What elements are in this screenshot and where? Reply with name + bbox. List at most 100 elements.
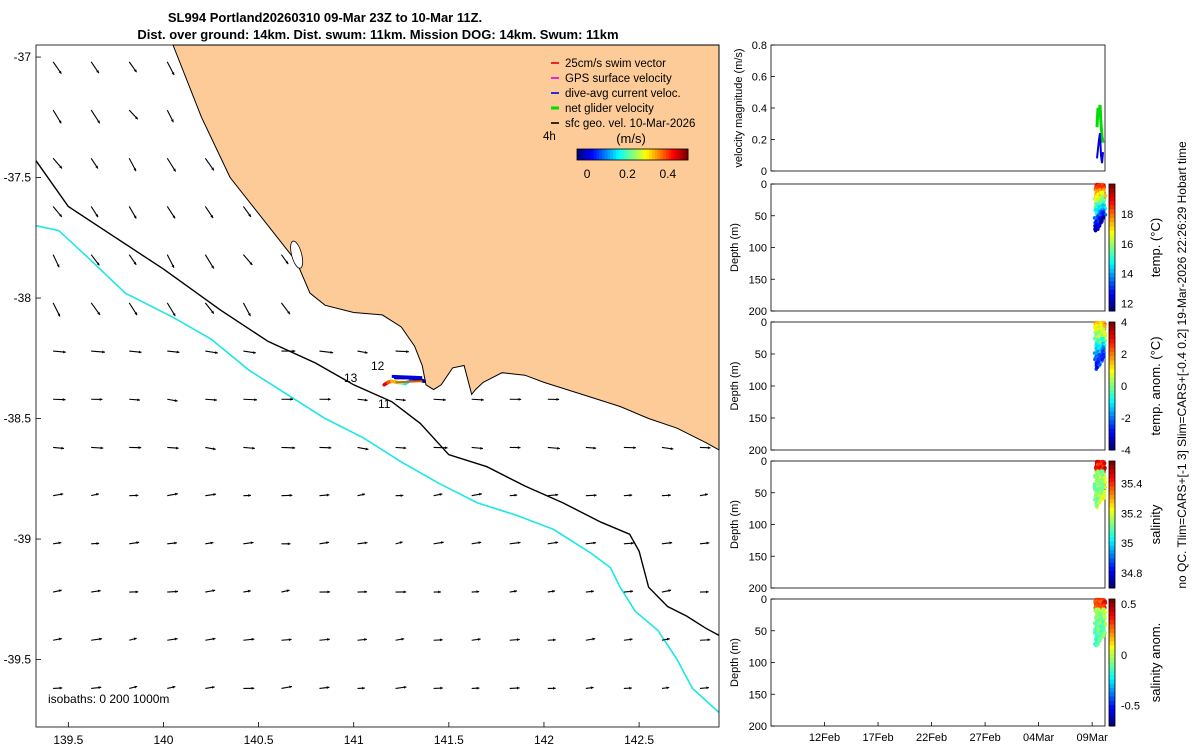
salinity-colorbar-cell	[1109, 503, 1115, 509]
geo-velocity-arrowhead	[174, 637, 178, 641]
map-colorbar-cell	[638, 149, 642, 160]
map-colorbar-cell	[607, 149, 611, 160]
geo-velocity-arrowhead	[443, 398, 446, 402]
time-x-tick-label: 09Mar	[1077, 732, 1109, 744]
velocity-y-tick-label: 0.8	[752, 40, 767, 52]
salinity-anomaly-colorbar-cell	[1109, 709, 1115, 714]
map-x-tick-label: 142.5	[624, 733, 654, 747]
geo-velocity-arrowhead	[248, 213, 251, 217]
geo-velocity-arrowhead	[479, 492, 482, 496]
map-colorbar-cell	[618, 149, 622, 160]
temperature-anomaly-colorbar-cell	[1109, 424, 1115, 430]
geo-velocity-arrowhead	[171, 264, 175, 268]
map-y-tick-label: -37	[14, 50, 32, 64]
salinity-anomaly-colorbar-cell	[1109, 637, 1115, 642]
salinity-colorbar-tick: 35	[1121, 538, 1133, 550]
temperature-colorbar-tick: 18	[1121, 209, 1133, 221]
land-polygon	[172, 44, 720, 451]
geo-velocity-arrowhead	[215, 351, 218, 355]
temperature-colorbar-cell	[1109, 247, 1115, 253]
temperature-anomaly-colorbar-cell	[1109, 398, 1115, 404]
legend-label: net glider velocity	[565, 103, 654, 115]
geo-velocity-arrowhead	[556, 397, 560, 401]
map-colorbar-cell	[621, 149, 625, 160]
geo-velocity-arrowhead	[553, 686, 556, 690]
salinity-colorbar-cell	[1109, 465, 1115, 470]
salinity-colorbar-tick: 35.2	[1121, 508, 1142, 520]
salinity-anomaly-colorbar-cell	[1109, 713, 1115, 719]
geo-velocity-arrowhead	[631, 541, 634, 545]
temperature-anomaly-y-tick-label: 150	[749, 413, 767, 425]
salinity-y-tick-label: 100	[749, 520, 767, 532]
title-line-2: Dist. over ground: 14km. Dist. swum: 11k…	[137, 27, 618, 42]
geo-velocity-arrowhead	[170, 119, 174, 123]
temperature-y-tick-label: 0	[761, 179, 767, 191]
salinity-colorbar-cell	[1109, 499, 1115, 504]
temperature-anomaly-profile-dot	[1100, 357, 1104, 362]
map-colorbar-cell	[685, 149, 689, 160]
geo-velocity-arrowhead	[481, 398, 484, 402]
geo-velocity-arrowhead	[175, 590, 178, 594]
salinity-colorbar-cell	[1109, 511, 1115, 517]
temperature-profile-dot	[1096, 192, 1100, 196]
geo-velocity-arrowhead	[440, 686, 443, 690]
temperature-anomaly-y-tick-label: 200	[749, 445, 767, 457]
temperature-anomaly-colorbar-cell	[1109, 322, 1115, 327]
geo-velocity-arrowhead	[444, 446, 448, 450]
geo-velocity-arrowhead	[518, 397, 522, 401]
salinity-colorbar-cell	[1109, 524, 1115, 530]
map-colorbar-frame	[576, 148, 689, 161]
salinity-anomaly-colorbar-cell	[1109, 662, 1115, 668]
geo-velocity-arrowhead	[705, 590, 709, 594]
velocity-y-tick-label: 0.2	[752, 135, 767, 147]
temperature-anomaly-colorbar-tick: -4	[1121, 445, 1131, 457]
geo-velocity-arrowhead	[175, 492, 178, 496]
salinity-colorbar-cell	[1109, 486, 1115, 492]
geo-velocity-arrowhead	[400, 494, 404, 497]
glider-track-map: 12 13 11 25cm/s swim vector GPS surface velo…	[4, 44, 720, 747]
geo-velocity-arrowhead	[97, 120, 100, 124]
salinity-colorbar-cell	[1109, 490, 1115, 496]
salinity-profile-dot	[1097, 501, 1102, 505]
velocity-series-line	[1096, 133, 1104, 164]
geo-velocity-arrowhead	[365, 447, 369, 451]
geo-velocity-arrowhead	[171, 71, 175, 75]
salinity-anomaly-colorbar-cell	[1109, 658, 1115, 663]
geo-velocity-arrowhead	[666, 637, 670, 641]
map-colorbar-cell	[635, 149, 639, 160]
geo-velocity-arrowhead	[58, 637, 62, 641]
geo-velocity-arrowhead	[705, 493, 708, 497]
salinity-profile-dots	[1092, 459, 1108, 510]
geo-velocity-arrowhead	[327, 397, 331, 401]
salinity-colorbar-cell	[1109, 473, 1115, 479]
temperature-colorbar-cell	[1109, 213, 1115, 219]
salinity-colorbar-cell	[1109, 583, 1115, 589]
temperature-anomaly-colorbar-cell	[1109, 437, 1115, 442]
temperature-anomaly-profile-dot	[1102, 354, 1106, 359]
temperature-colorbar-frame	[1108, 183, 1116, 312]
geo-velocity-arrowhead	[593, 541, 596, 545]
time-series-panels: 0 0.2 0.4 0.6 0.8 velocity magnitude (m/s) 0 50…	[729, 40, 1163, 744]
legend-interval: 4h	[543, 131, 556, 143]
temperature-anomaly-y-tick-label: 50	[755, 349, 767, 361]
velocity-y-tick-label: 0.4	[752, 103, 767, 115]
geo-velocity-arrowhead	[477, 637, 481, 641]
geo-velocity-arrowhead	[287, 542, 291, 546]
geo-velocity-arrowhead	[251, 637, 255, 641]
temperature-colorbar-cell	[1109, 217, 1115, 223]
temperature-colorbar-cell	[1109, 230, 1115, 236]
time-x-tick-label: 17Feb	[862, 732, 893, 744]
salinity-colorbar-cell	[1109, 528, 1115, 534]
swim-segment	[395, 380, 423, 384]
temperature-colorbar-cell	[1109, 226, 1115, 232]
salinity-anomaly-colorbar-cell	[1109, 607, 1115, 613]
temperature-profile-dots	[1092, 182, 1108, 233]
temperature-profile-dot	[1096, 227, 1100, 231]
salinity-anomaly-colorbar-cell	[1109, 615, 1115, 621]
geo-velocity-arrowhead	[669, 541, 673, 545]
temperature-colorbar-cell	[1109, 260, 1115, 265]
map-colorbar-cell	[679, 149, 683, 160]
geo-velocity-arrowhead	[670, 447, 674, 451]
geo-velocity-arrowhead	[59, 686, 63, 690]
